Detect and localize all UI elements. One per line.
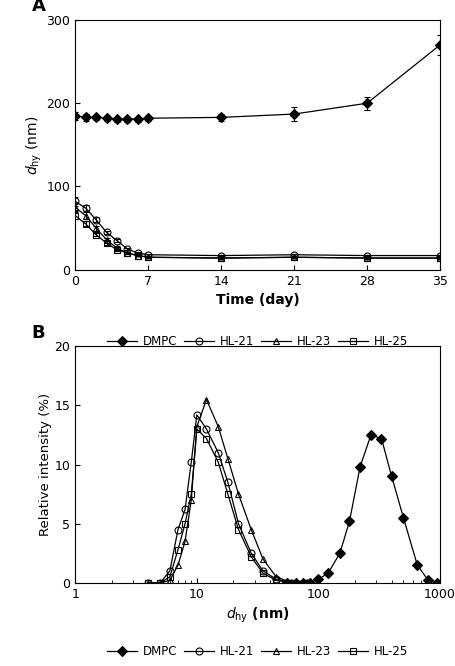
Text: A: A <box>31 0 45 15</box>
Legend: DMPC, HL-21, HL-23, HL-25: DMPC, HL-21, HL-23, HL-25 <box>102 641 412 663</box>
Legend: DMPC, HL-21, HL-23, HL-25: DMPC, HL-21, HL-23, HL-25 <box>102 330 412 353</box>
Text: B: B <box>31 324 45 342</box>
Y-axis label: Relative intensity (%): Relative intensity (%) <box>39 393 51 536</box>
Y-axis label: $d_{\mathrm{hy}}$ (nm): $d_{\mathrm{hy}}$ (nm) <box>25 115 44 174</box>
X-axis label: $d_{\mathrm{hy}}$ (nm): $d_{\mathrm{hy}}$ (nm) <box>225 606 289 625</box>
X-axis label: Time (day): Time (day) <box>215 293 299 307</box>
